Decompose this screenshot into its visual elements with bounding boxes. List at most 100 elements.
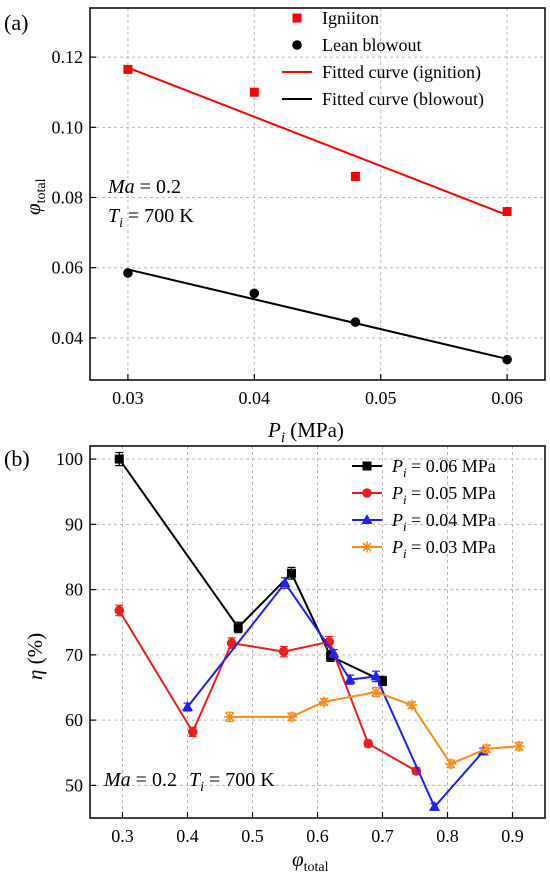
panel-a-plot-frame: [89, 7, 546, 381]
panel-b-data-point-shape: [226, 638, 237, 648]
panel-b-data-point: [114, 605, 125, 616]
panel-b-label: (b): [4, 446, 30, 471]
panel-b-x-tick-label: 0.5: [241, 826, 264, 846]
panel-b-x-tick-label: 0.6: [306, 826, 329, 846]
panel-a-data-point-shape: [123, 64, 133, 74]
panel-b-x-tick-label: 0.8: [436, 826, 459, 846]
panel-b-x-axis-label: φtotal: [292, 847, 329, 875]
panel-b-y-tick-label: 70: [65, 645, 83, 665]
panel-b-grid: [90, 446, 545, 818]
panel-b-x-tick-label: 0.3: [111, 826, 134, 846]
panel-b-x-tick-label: 0.9: [501, 826, 524, 846]
panel-b-y-tick-label: 60: [65, 710, 83, 730]
panel-b-data-point: [344, 673, 356, 684]
panel-a-annotation-ti: Ti = 700 K: [108, 205, 194, 231]
panel-b-data-point-shape: [429, 800, 440, 811]
panel-a-legend-label: Fitted curve (blowout): [322, 89, 484, 110]
panel-b-data-point-shape: [370, 686, 382, 698]
panel-b-data-point-shape: [279, 577, 291, 588]
panel-a-x-tick-label: 0.03: [112, 388, 144, 408]
panel-b-data-point-shape: [114, 605, 125, 616]
panel-b-data-point-shape: [233, 622, 243, 632]
panel-a-data-point: [249, 87, 259, 97]
panel-b-y-tick-label: 80: [65, 580, 83, 600]
panel-a-legend-item: Fitted curve (ignition): [282, 62, 481, 83]
panel-a-legend-marker-shape: [292, 40, 302, 50]
panel-b-data-point: [328, 647, 340, 658]
panel-b-x-tick-label: 0.4: [176, 826, 199, 846]
panel-b-x-tick-label: 0.7: [371, 826, 394, 846]
panel-b-series: [114, 451, 525, 811]
panel-a-annotation-ma: Ma = 0.2: [107, 176, 181, 198]
panel-a-x-tick-label: 0.06: [491, 388, 523, 408]
panel-b-legend-marker-shape: [362, 488, 372, 498]
panel-a-label: (a): [4, 10, 28, 35]
panel-a-x-tick-label: 0.04: [239, 388, 271, 408]
panel-b-series-3: [224, 686, 525, 770]
panel-a-data-point-shape: [249, 288, 260, 299]
panel-a-ignition-blowout-chart: 0.03 0.04 0.05 0.06 0.04 0.06 0.08 0.10 0.12 Ign…: [4, 7, 546, 446]
panel-b-data-point: [278, 646, 289, 657]
panel-b-data-point: [513, 740, 525, 752]
panel-b-legend-label: Pi = 0.05 MPa: [391, 483, 496, 507]
panel-a-axes: 0.03 0.04 0.05 0.06 0.04 0.06 0.08 0.10 0.12: [52, 47, 523, 408]
panel-b-data-point-shape: [187, 727, 198, 737]
panel-b-y-tick-label: 100: [56, 449, 83, 469]
panel-a-series: [123, 64, 512, 365]
panel-a-y-tick-label: 0.12: [52, 47, 84, 67]
panel-a-data-point-shape: [249, 87, 259, 97]
panel-b-data-point-shape: [513, 740, 525, 752]
panel-b-data-point-shape: [344, 673, 356, 684]
panel-a-data-point: [502, 354, 512, 365]
panel-b-data-point: [114, 454, 124, 464]
panel-a-grid: [90, 8, 545, 380]
panel-a-legend-marker-shape: [292, 13, 302, 23]
panel-b-data-point: [378, 676, 387, 686]
panel-b-data-point: [286, 711, 297, 723]
panel-a-fit-line-2: [127, 66, 508, 216]
panel-b-y-tick-label: 90: [65, 514, 83, 534]
panel-a-legend-item: Fitted curve (blowout): [282, 89, 484, 110]
panel-a-data-point: [249, 288, 260, 299]
panel-a-y-axis-label: φtotal: [21, 178, 49, 215]
panel-a-series-1: [123, 268, 512, 365]
panel-a-fit-line-3: [127, 268, 508, 360]
panel-b-data-point: [370, 670, 382, 681]
panel-a-data-point-shape: [350, 171, 360, 181]
panel-b-legend-marker: [361, 514, 373, 524]
panel-b-data-point: [279, 577, 291, 588]
panel-b-data-point-shape: [287, 568, 296, 578]
panel-b-legend-marker: [361, 541, 373, 553]
panel-b-data-point-shape: [363, 738, 374, 749]
panel-a-data-point: [502, 207, 512, 217]
panel-b-data-point: [287, 568, 296, 578]
panel-b-series-line-0: [118, 458, 383, 682]
panel-b-data-point: [370, 686, 382, 698]
panel-b-legend: Pi = 0.06 MPa Pi = 0.05 MPa Pi = 0.04 MPa P…: [352, 456, 496, 561]
panel-b-y-axis-label: η (%): [23, 633, 47, 680]
panel-a-legend-marker: [292, 40, 302, 50]
panel-b-data-point: [363, 738, 374, 749]
panel-a-legend-label: Lean blowout: [322, 35, 421, 55]
panel-b-data-point: [182, 701, 193, 712]
panel-a-data-point: [123, 64, 133, 74]
panel-b-data-point: [445, 758, 457, 770]
panel-b-legend-marker-shape: [361, 541, 373, 553]
panel-b-y-tick-label: 50: [65, 775, 83, 795]
panel-b-data-point-shape: [224, 711, 236, 723]
panel-b-legend-item: Pi = 0.03 MPa: [352, 537, 496, 561]
panel-b-data-point-shape: [286, 711, 297, 723]
panel-a-y-tick-label: 0.10: [52, 117, 84, 137]
panel-b-data-point-shape: [370, 670, 382, 681]
panel-b-data-point: [429, 800, 440, 811]
panel-a-legend: Igniiton Lean blowout Fitted curve (igniti…: [282, 8, 484, 110]
panel-b-series-0: [114, 451, 387, 687]
panel-b-data-point-shape: [328, 647, 340, 658]
panel-a-y-tick-label: 0.06: [52, 258, 84, 278]
panel-b-data-point: [224, 711, 236, 723]
panel-a-series-3: [127, 268, 508, 360]
panel-b-legend-label: Pi = 0.03 MPa: [391, 537, 496, 561]
panel-a-data-point: [350, 171, 360, 181]
panel-a-y-tick-label: 0.04: [52, 328, 84, 348]
